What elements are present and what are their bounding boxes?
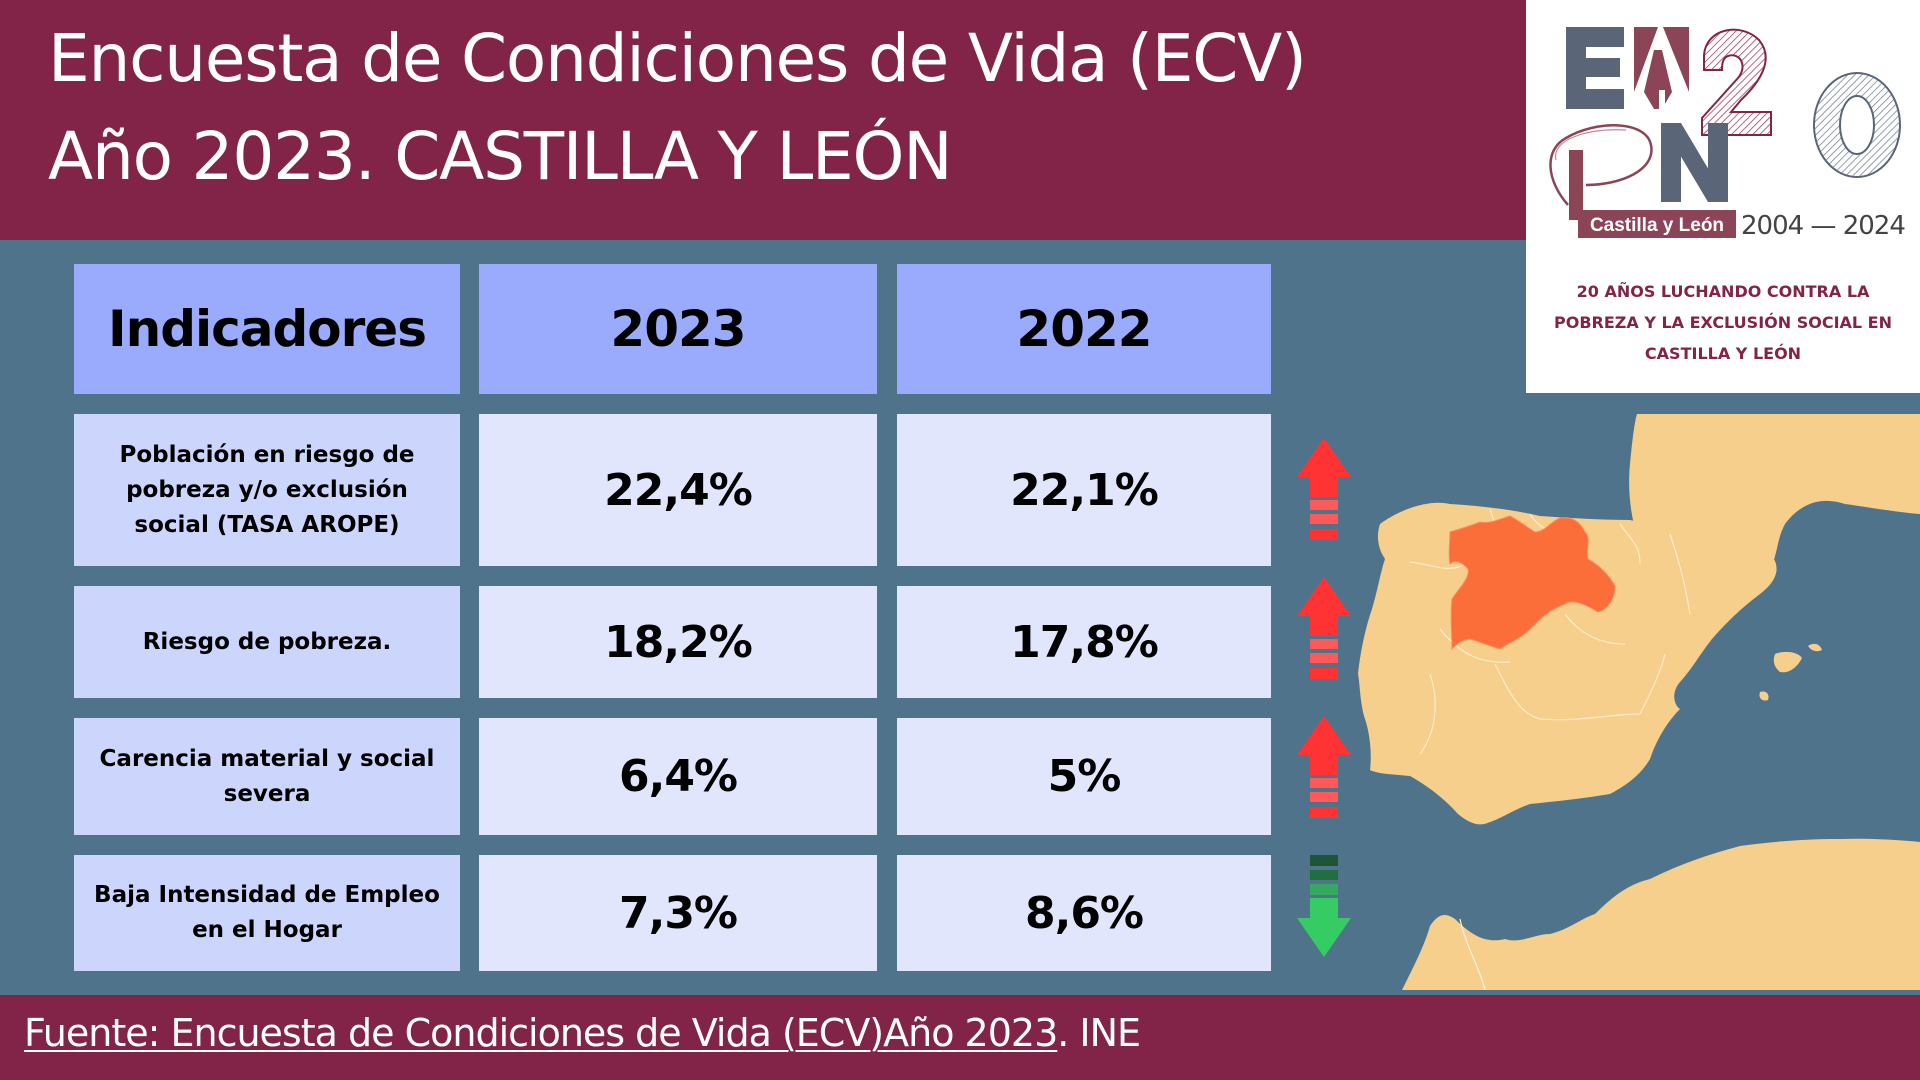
- tagline-line-1: 20 AÑOS LUCHANDO CONTRA LA: [1576, 282, 1870, 301]
- value-2022-arope: 22,1%: [897, 414, 1271, 566]
- value-2022-riesgo-pobreza: 17,8%: [897, 586, 1271, 698]
- svg-text:Castilla y León: Castilla y León: [1590, 215, 1724, 236]
- red-arrow-up-icon: [1297, 577, 1351, 679]
- source-link[interactable]: Fuente: Encuesta de Condiciones de Vida …: [24, 1011, 1058, 1055]
- value-2023-riesgo-pobreza: 18,2%: [479, 586, 877, 698]
- eapn-logo: Castilla y León 2004 — 2024 20 AÑOS LUCH…: [1526, 0, 1920, 393]
- column-header-indicadores: Indicadores: [74, 264, 460, 394]
- value-2023-baja-intensidad-empleo: 7,3%: [479, 855, 877, 971]
- red-arrow-up-icon: [1297, 716, 1351, 818]
- logo-tagline: 20 AÑOS LUCHANDO CONTRA LA POBREZA Y LA …: [1526, 276, 1920, 369]
- indicator-label-baja-intensidad-empleo: Baja Intensidad de Empleo en el Hogar: [74, 855, 460, 971]
- indicator-label-arope: Población en riesgo de pobreza y/o exclu…: [74, 414, 460, 566]
- tagline-line-2: POBREZA Y LA EXCLUSIÓN SOCIAL EN: [1553, 313, 1892, 332]
- page-title-line-2: Año 2023. CASTILLA Y LEÓN: [48, 118, 953, 195]
- header-band: Encuesta de Condiciones de Vida (ECV) Añ…: [0, 0, 1526, 240]
- value-2023-arope: 22,4%: [479, 414, 877, 566]
- value-2022-carencia-material: 5%: [897, 718, 1271, 835]
- tagline-line-3: CASTILLA Y LEÓN: [1644, 344, 1802, 363]
- eapn-20-anniversary-logo-icon: Castilla y León 2004 — 2024: [1549, 27, 1906, 241]
- indicator-label-riesgo-pobreza: Riesgo de pobreza.: [74, 586, 460, 698]
- footer-band: Fuente: Encuesta de Condiciones de Vida …: [0, 995, 1920, 1080]
- indicator-label-carencia-material: Carencia material y social severa: [74, 718, 460, 835]
- page-title-line-1: Encuesta de Condiciones de Vida (ECV): [48, 20, 1307, 97]
- value-2023-carencia-material: 6,4%: [479, 718, 877, 835]
- value-2022-baja-intensidad-empleo: 8,6%: [897, 855, 1271, 971]
- svg-text:2004 — 2024: 2004 — 2024: [1741, 211, 1905, 241]
- source-suffix: . INE: [1057, 1011, 1141, 1055]
- source-citation: Fuente: Encuesta de Condiciones de Vida …: [24, 1011, 1141, 1055]
- column-header-2023: 2023: [479, 264, 877, 394]
- red-arrow-up-icon: [1297, 438, 1351, 540]
- green-arrow-down-icon: [1297, 855, 1351, 957]
- column-header-2022: 2022: [897, 264, 1271, 394]
- spain-map-castilla-y-leon-icon: [1358, 414, 1920, 990]
